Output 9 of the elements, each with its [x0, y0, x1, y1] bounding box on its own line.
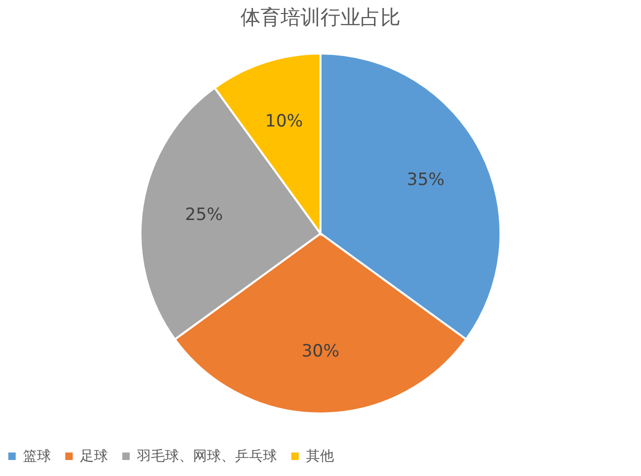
legend-label: 羽毛球、网球、乒乓球: [136, 447, 277, 464]
data-label: 35%: [406, 170, 445, 190]
data-label: 30%: [302, 342, 340, 362]
legend-label: 足球: [80, 447, 108, 464]
data-label: 25%: [185, 205, 223, 226]
chart-title: 体育培训行业占比: [240, 6, 400, 29]
data-label: 10%: [265, 111, 303, 132]
legend-label: 其他: [306, 447, 334, 464]
legend-label: 篮球: [23, 447, 51, 464]
